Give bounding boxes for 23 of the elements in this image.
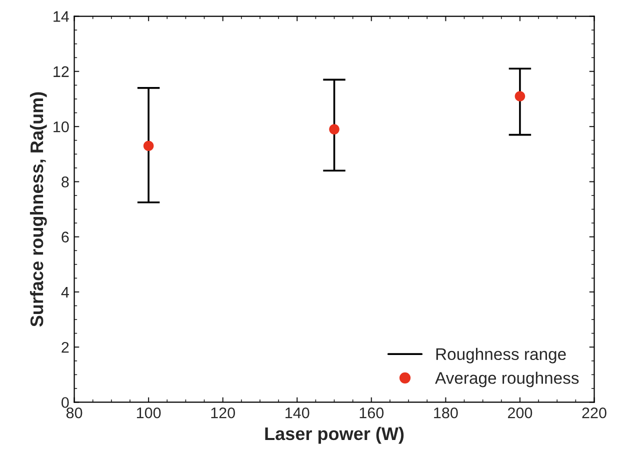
x-tick-label: 220: [582, 407, 606, 418]
point: [329, 124, 340, 134]
x-tick-label: 140: [286, 407, 310, 418]
x-tick-label: 100: [136, 407, 161, 418]
y-tick-label: 14: [54, 11, 69, 22]
x-axis-title: Laser power (W): [265, 426, 404, 444]
point: [143, 140, 154, 151]
x-tick-label: 180: [434, 407, 458, 418]
point: [514, 91, 526, 102]
y-axis-title: Surface roughness, Ra(um): [30, 92, 47, 327]
x-tick-label: 120: [211, 407, 235, 418]
y-tick-label: 8: [62, 176, 69, 188]
y-tick-label: 12: [54, 66, 69, 77]
y-tick-label: 6: [62, 232, 69, 243]
y-tick-label: 4: [61, 286, 69, 298]
x-tick-label: 80: [66, 407, 82, 418]
y-tick-label: 0: [62, 397, 69, 408]
y-tick-label: 2: [62, 342, 69, 353]
y-tick-label: 10: [54, 121, 69, 132]
x-tick-label: 200: [508, 407, 532, 418]
x-tick-label: 160: [360, 407, 384, 418]
legend-label: Average roughness: [435, 372, 579, 388]
annotation: Roughness range: [436, 348, 566, 364]
